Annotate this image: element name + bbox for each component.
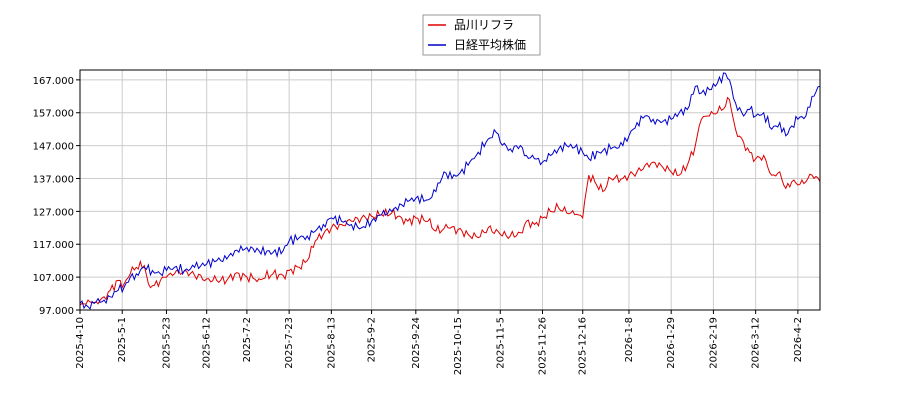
plot-frame [79, 69, 821, 311]
x-tick-label: 2025-8-13 [326, 317, 337, 369]
x-tick-label: 2025-4-10 [75, 317, 86, 369]
legend-label-series-2: 日経平均株価 [454, 37, 526, 52]
x-tick-label: 2025-5-1 [117, 317, 128, 362]
series-line-2 [79, 72, 821, 310]
x-tick-label: 2025-12-16 [578, 317, 589, 375]
y-tick-label: 167.000 [33, 76, 74, 87]
y-tick-label: 97.000 [39, 306, 74, 317]
x-tick-label: 2025-11-26 [538, 317, 549, 375]
legend-label-series-1: 品川リフラ [454, 18, 514, 32]
x-tick-label: 2026-1-29 [666, 317, 677, 369]
x-tick-label: 2026-1-8 [624, 317, 635, 362]
x-tick-label: 2025-11-5 [495, 317, 506, 369]
x-tick-label: 2026-2-19 [708, 317, 719, 369]
x-tick-label: 2025-7-2 [242, 317, 253, 362]
x-tick-label: 2025-6-12 [202, 317, 213, 369]
y-tick-label: 157.000 [33, 109, 74, 120]
series-line-1 [79, 96, 821, 306]
series-lines [79, 72, 821, 310]
legend: 品川リフラ 日経平均株価 [422, 14, 541, 56]
y-tick-label: 107.000 [33, 273, 74, 284]
x-tick-label: 2025-9-24 [411, 317, 422, 369]
y-tick-label: 147.000 [33, 142, 74, 153]
x-tick-label: 2026-4-2 [793, 317, 804, 362]
y-axis: 97.000 107.000 117.000 127.000 137.000 147.00… [33, 76, 80, 317]
x-axis: 2025-4-10 2025-5-1 2025-5-23 2025-6-12 2025-… [75, 310, 804, 375]
x-tick-label: 2025-5-23 [161, 317, 172, 369]
y-tick-label: 137.000 [33, 174, 74, 185]
x-tick-label: 2025-9-2 [367, 317, 378, 362]
x-tick-label: 2025-7-23 [284, 317, 295, 369]
y-tick-label: 127.000 [33, 207, 74, 218]
x-tick-label: 2025-10-15 [453, 317, 464, 375]
y-tick-label: 117.000 [33, 240, 74, 251]
x-tick-label: 2026-3-12 [751, 317, 762, 369]
legend-box [422, 14, 541, 56]
